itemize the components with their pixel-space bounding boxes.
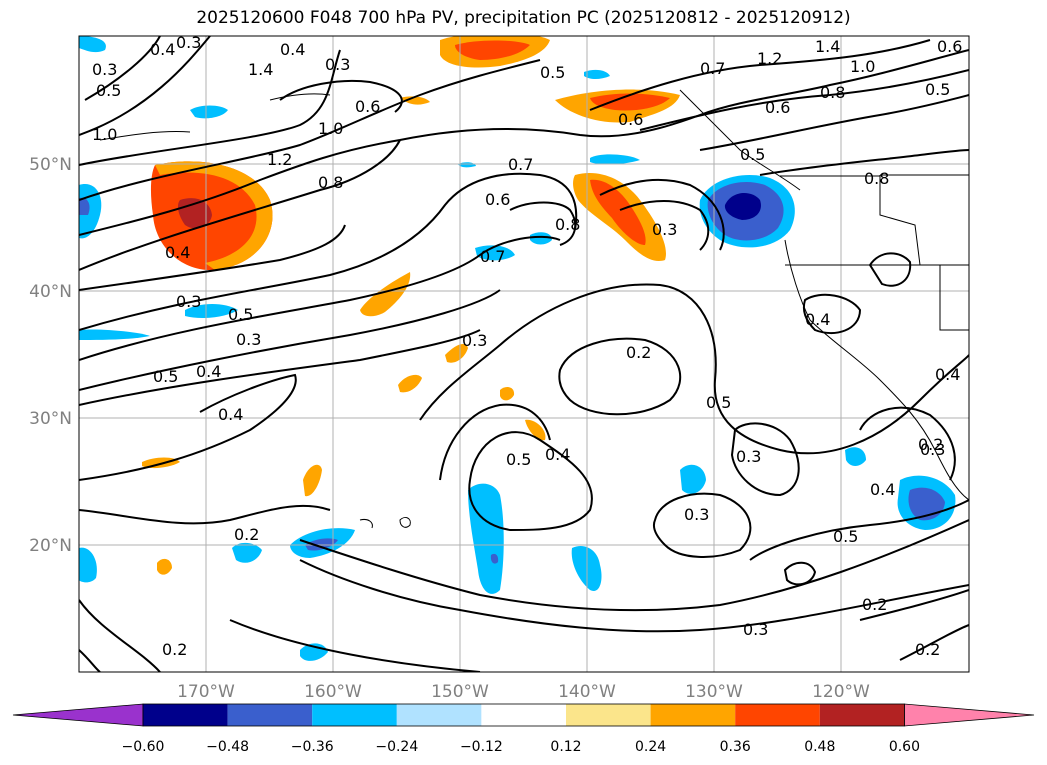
contour-label: 1.0 bbox=[850, 57, 875, 76]
contour-label: 0.4 bbox=[805, 310, 830, 329]
colorbar-tick-label: −0.12 bbox=[460, 739, 503, 755]
lat-label-20n: 20°N bbox=[29, 536, 72, 556]
contour-label: 0.3 bbox=[176, 33, 201, 52]
contour-label: 0.6 bbox=[485, 190, 510, 209]
contour-label: 0.3 bbox=[176, 292, 201, 311]
contour-label: 0.7 bbox=[480, 247, 505, 266]
lat-label-50n: 50°N bbox=[29, 155, 72, 175]
colorbar-segment bbox=[819, 704, 905, 726]
contour-label: 0.2 bbox=[915, 640, 940, 659]
precipitation-fills bbox=[79, 36, 956, 661]
colorbar-segment bbox=[396, 704, 482, 726]
lon-label-120w: 120°W bbox=[812, 682, 870, 702]
colorbar-tick-label: 0.60 bbox=[889, 739, 920, 755]
contour-label: 0.5 bbox=[833, 527, 858, 546]
contour-labels: 0.4 1.0 1.4 0.3 0.5 0.6 1.0 1.2 0.8 0.5 … bbox=[92, 33, 962, 659]
lon-label-150w: 150°W bbox=[431, 682, 489, 702]
contour-label: 1.2 bbox=[757, 49, 782, 68]
coastlines bbox=[99, 89, 969, 529]
contour-label: 0.7 bbox=[508, 155, 533, 174]
pv-contours bbox=[79, 36, 969, 672]
contour-label: 0.3 bbox=[325, 55, 350, 74]
colorbar-segment bbox=[735, 704, 820, 726]
lon-label-170w: 170°W bbox=[177, 682, 235, 702]
contour-label: 0.3 bbox=[236, 330, 261, 349]
colorbar-upper-extend bbox=[904, 703, 1035, 727]
colorbar-lower-extend bbox=[12, 703, 144, 727]
contour-label: 0.6 bbox=[355, 97, 380, 116]
lat-label-30n: 30°N bbox=[29, 409, 72, 429]
lat-label-40n: 40°N bbox=[29, 282, 72, 302]
contour-label: 0.4 bbox=[935, 365, 960, 384]
colorbar: −0.60 −0.48 −0.36 −0.24 −0.12 0.12 0.24 … bbox=[12, 703, 1035, 755]
contour-label: 0.7 bbox=[700, 59, 725, 78]
contour-label: 0.5 bbox=[740, 145, 765, 164]
colorbar-tick-label: −0.60 bbox=[122, 739, 165, 755]
contour-label: 0.5 bbox=[706, 393, 731, 412]
colorbar-outline bbox=[142, 703, 905, 727]
contour-label: 0.5 bbox=[540, 63, 565, 82]
contour-label: 0.3 bbox=[743, 620, 768, 639]
contour-label: 0.4 bbox=[545, 445, 570, 464]
contour-label: 0.3 bbox=[462, 331, 487, 350]
contour-label: 0.3 bbox=[92, 60, 117, 79]
contour-label: 1.0 bbox=[92, 125, 117, 144]
colorbar-tick-label: 0.24 bbox=[635, 739, 666, 755]
colorbar-tick-label: 0.48 bbox=[804, 739, 835, 755]
contour-label: 0.4 bbox=[196, 362, 221, 381]
contour-label: 0.5 bbox=[96, 81, 121, 100]
colorbar-tick-label: 0.36 bbox=[720, 739, 751, 755]
contour-label: 0.6 bbox=[765, 98, 790, 117]
colorbar-segment bbox=[481, 704, 566, 726]
contour-label: 0.4 bbox=[870, 480, 895, 499]
contour-label: 0.5 bbox=[228, 305, 253, 324]
contour-label: 1.2 bbox=[267, 150, 292, 169]
contour-label: 1.0 bbox=[318, 119, 343, 138]
contour-label: 0.8 bbox=[864, 169, 889, 188]
lon-label-130w: 130°W bbox=[685, 682, 743, 702]
map-frame bbox=[78, 35, 970, 673]
contour-label: 0.4 bbox=[150, 40, 175, 59]
contour-label: 0.6 bbox=[618, 110, 643, 129]
contour-label: 0.5 bbox=[925, 80, 950, 99]
contour-label: 0.8 bbox=[318, 173, 343, 192]
colorbar-tick-label: −0.24 bbox=[375, 739, 418, 755]
contour-label: 0.2 bbox=[918, 435, 943, 454]
colorbar-segment bbox=[650, 704, 736, 726]
contour-label: 0.4 bbox=[280, 40, 305, 59]
lon-label-140w: 140°W bbox=[558, 682, 616, 702]
contour-label: 0.3 bbox=[652, 220, 677, 239]
contour-label: 0.3 bbox=[684, 505, 709, 524]
contour-label: 0.3 bbox=[736, 447, 761, 466]
contour-label: 0.5 bbox=[506, 450, 531, 469]
contour-label: 0.3 bbox=[920, 440, 945, 459]
contour-label: 0.2 bbox=[862, 595, 887, 614]
colorbar-segment bbox=[227, 704, 313, 726]
figure-title: 2025120600 F048 700 hPa PV, precipitatio… bbox=[196, 8, 851, 28]
contour-label: 0.2 bbox=[626, 343, 651, 362]
colorbar-segment bbox=[312, 704, 397, 726]
map-layers: 0.4 1.0 1.4 0.3 0.5 0.6 1.0 1.2 0.8 0.5 … bbox=[79, 33, 969, 672]
contour-label: 0.8 bbox=[820, 83, 845, 102]
colorbar-tick-label: 0.12 bbox=[550, 739, 581, 755]
contour-label: 0.8 bbox=[555, 215, 580, 234]
colorbar-segment bbox=[566, 704, 651, 726]
contour-label: 0.5 bbox=[153, 367, 178, 386]
contour-label: 1.4 bbox=[815, 37, 840, 56]
graticule bbox=[79, 36, 969, 672]
contour-label: 0.4 bbox=[165, 243, 190, 262]
contour-label: 0.4 bbox=[218, 405, 243, 424]
contour-label: 1.4 bbox=[248, 60, 273, 79]
colorbar-tick-label: −0.48 bbox=[206, 739, 249, 755]
map-background bbox=[79, 36, 969, 672]
colorbar-tick-label: −0.36 bbox=[291, 739, 334, 755]
lon-label-160w: 160°W bbox=[304, 682, 362, 702]
contour-label: 0.2 bbox=[234, 525, 259, 544]
contour-label: 0.2 bbox=[162, 640, 187, 659]
colorbar-segment bbox=[143, 704, 228, 726]
contour-label: 0.6 bbox=[937, 37, 962, 56]
